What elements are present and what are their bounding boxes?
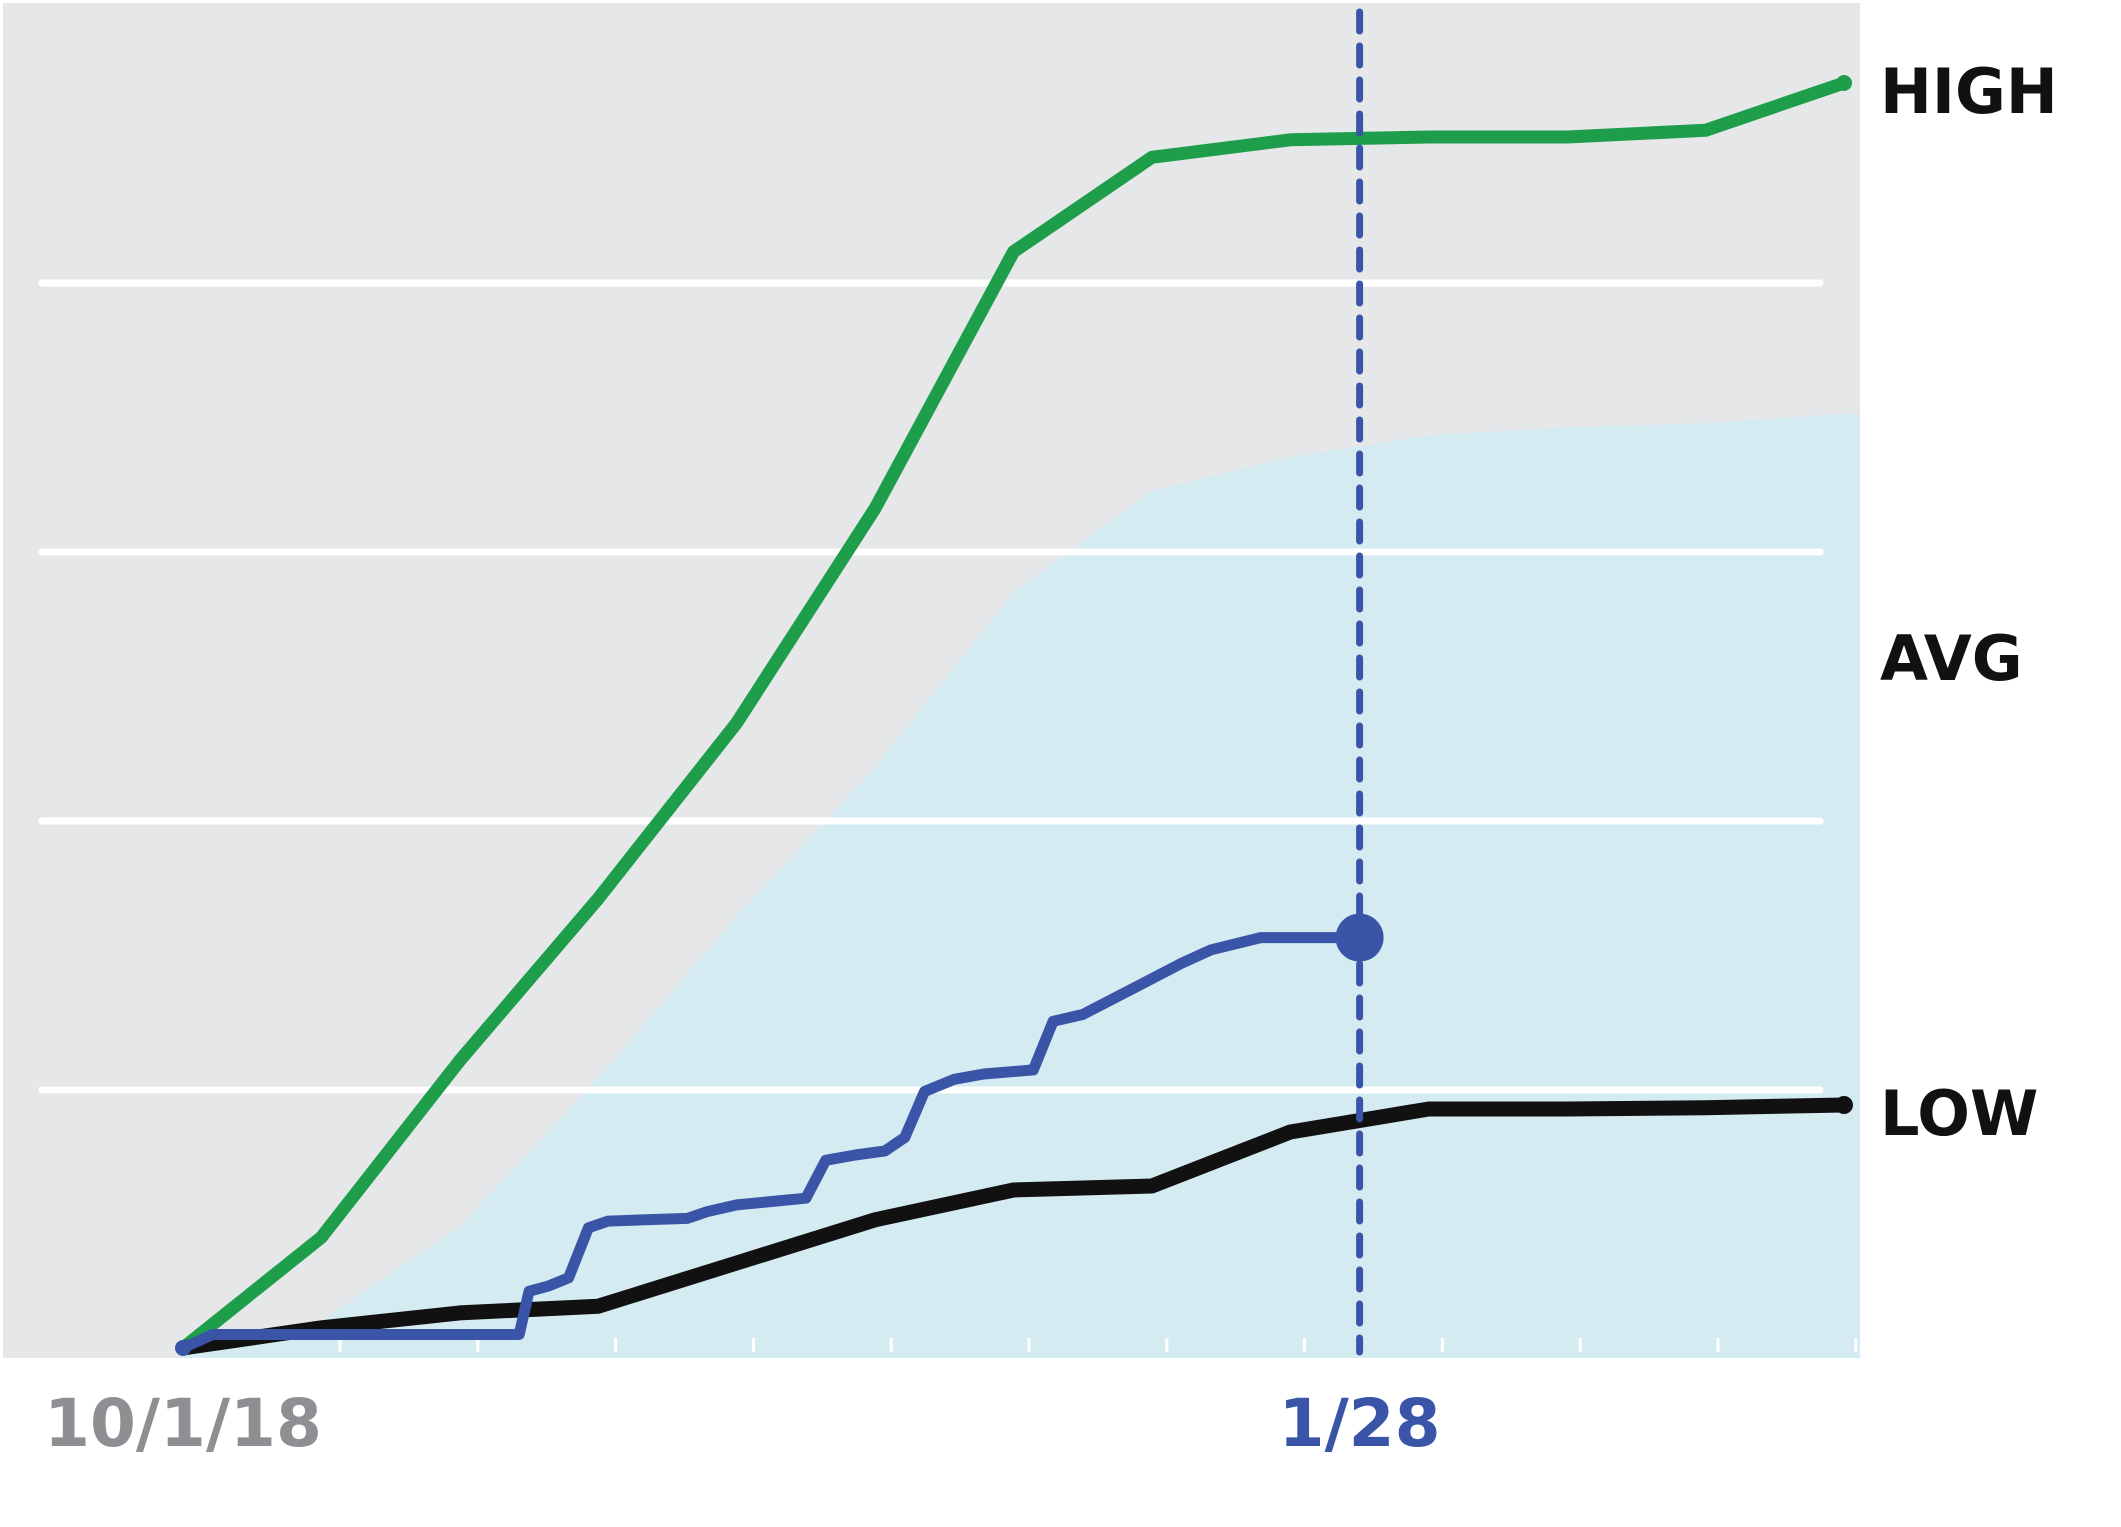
low-series-end-point bbox=[1835, 1096, 1853, 1114]
series-label-high: HIGH bbox=[1880, 55, 2058, 128]
x-axis-marker-date-label: 1/28 bbox=[1279, 1385, 1441, 1462]
current-value-marker-point bbox=[1335, 913, 1384, 962]
high-series-end-point bbox=[1836, 75, 1852, 91]
current-series-line bbox=[177, 932, 1366, 1354]
x-axis-ticks bbox=[338, 1338, 1858, 1352]
current-series-start-point bbox=[175, 1340, 191, 1356]
series-label-low: LOW bbox=[1880, 1077, 2038, 1150]
high-series-line bbox=[176, 76, 1851, 1355]
series-label-avg: AVG bbox=[1880, 622, 2023, 695]
low-series-line bbox=[175, 1097, 1852, 1356]
x-axis-start-date-label: 10/1/18 bbox=[44, 1385, 322, 1462]
avg-band-area bbox=[183, 413, 1860, 1363]
